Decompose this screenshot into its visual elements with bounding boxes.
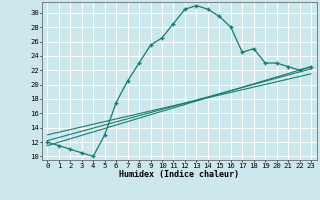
X-axis label: Humidex (Indice chaleur): Humidex (Indice chaleur) <box>119 170 239 179</box>
